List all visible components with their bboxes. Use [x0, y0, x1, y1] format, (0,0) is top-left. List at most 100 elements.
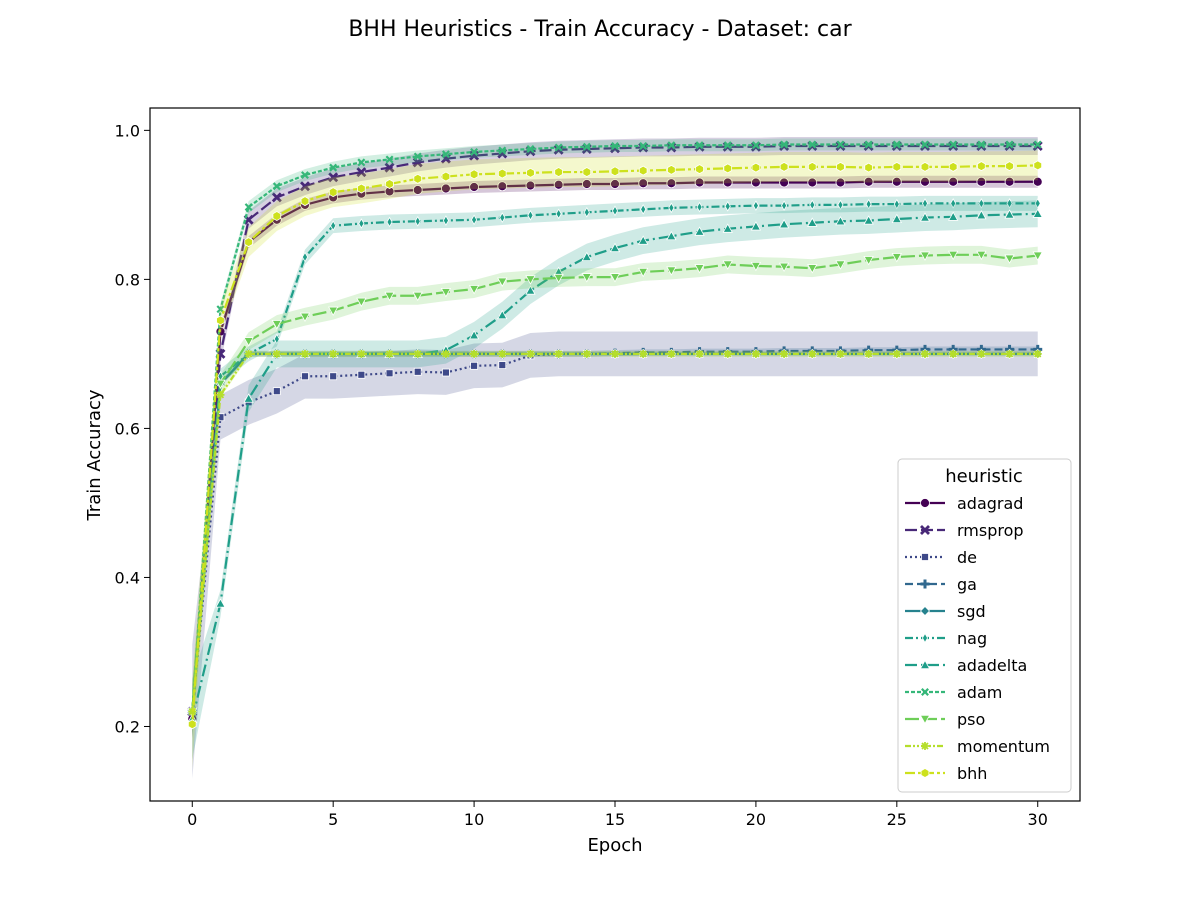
legend-item-nag: nag	[905, 629, 987, 648]
data-point	[751, 162, 761, 173]
legend-item-bhh: bhh	[905, 764, 987, 783]
y-tick-label: 0.6	[115, 419, 140, 438]
data-point	[639, 349, 648, 358]
data-point	[1004, 209, 1015, 219]
data-point	[778, 262, 790, 273]
data-point	[892, 161, 902, 172]
data-point	[836, 349, 845, 358]
data-point	[837, 199, 844, 211]
data-point	[469, 182, 479, 192]
legend-label: pso	[957, 710, 985, 729]
data-point	[779, 177, 789, 188]
data-point	[553, 144, 564, 155]
data-point	[610, 179, 620, 189]
y-axis: 0.2 0.4 0.6 0.8 1.0	[115, 121, 150, 736]
data-point	[863, 256, 874, 266]
chart-title: BHH Heuristics - Train Accuracy - Datase…	[348, 17, 852, 42]
data-point	[272, 211, 282, 222]
legend-marker	[920, 498, 930, 508]
data-point	[412, 291, 423, 302]
x-tick-label: 0	[187, 810, 197, 829]
legend-label: nag	[957, 629, 987, 648]
data-point	[1032, 176, 1043, 187]
data-point	[1005, 161, 1014, 172]
legend-marker	[919, 605, 931, 617]
data-point	[781, 200, 788, 211]
data-point	[835, 215, 846, 226]
data-point	[891, 213, 902, 224]
data-point	[357, 183, 366, 194]
data-point	[527, 210, 534, 221]
data-point	[611, 205, 619, 217]
data-point	[921, 349, 929, 358]
data-point	[413, 367, 422, 376]
data-point	[498, 349, 507, 358]
data-point	[836, 161, 845, 172]
data-point	[497, 309, 508, 320]
data-point	[328, 172, 339, 183]
data-point	[1004, 176, 1015, 187]
data-point	[187, 719, 197, 730]
data-point	[413, 152, 422, 161]
data-point	[413, 173, 423, 184]
data-point	[666, 178, 677, 189]
data-point	[1032, 251, 1043, 261]
legend-box	[897, 458, 1072, 793]
data-point	[919, 212, 931, 222]
data-point	[525, 180, 536, 191]
data-point	[273, 333, 280, 345]
data-point	[328, 306, 339, 317]
legend-label: sgd	[957, 602, 986, 621]
data-point	[892, 140, 901, 149]
data-point	[724, 201, 731, 212]
y-axis-label: Train Accuracy	[84, 389, 105, 521]
data-point	[216, 390, 225, 399]
data-point	[272, 387, 281, 396]
legend-marker	[921, 632, 929, 644]
data-point	[695, 141, 704, 150]
data-point	[807, 177, 818, 188]
data-point	[948, 250, 959, 261]
data-point	[271, 192, 282, 203]
legend-marker	[921, 688, 929, 696]
data-point	[328, 187, 338, 198]
data-point	[948, 161, 958, 172]
data-point	[441, 183, 451, 194]
data-point	[469, 150, 480, 161]
data-point	[976, 209, 987, 220]
series-momentum	[188, 349, 1042, 721]
data-point	[695, 349, 704, 358]
data-point	[384, 291, 395, 302]
data-point	[920, 176, 930, 187]
data-point	[329, 163, 338, 172]
x-tick-label: 15	[605, 810, 625, 829]
y-tick-label: 0.2	[115, 717, 140, 736]
data-point	[609, 242, 621, 253]
legend-marker	[920, 768, 930, 778]
data-point	[414, 215, 421, 227]
data-point	[301, 372, 309, 381]
legend-item-de: de	[905, 548, 977, 567]
data-point	[722, 177, 733, 188]
legend-marker	[919, 715, 931, 725]
data-point	[497, 168, 507, 179]
data-point	[752, 200, 759, 211]
data-point	[301, 171, 309, 180]
legend-label: rmsprop	[957, 521, 1024, 540]
data-point	[638, 165, 648, 176]
data-point	[807, 217, 818, 227]
data-point	[666, 230, 677, 241]
data-point	[751, 349, 760, 358]
data-point	[893, 198, 900, 210]
data-point	[499, 212, 506, 223]
data-point	[470, 349, 479, 358]
series-adam	[188, 138, 1042, 730]
legend-item-adam: adam	[905, 683, 1002, 702]
data-point	[498, 361, 507, 369]
data-point	[610, 166, 620, 177]
data-point	[891, 176, 902, 187]
data-point	[244, 237, 253, 248]
data-point	[950, 198, 957, 209]
data-point	[358, 218, 365, 229]
data-point	[891, 253, 902, 263]
